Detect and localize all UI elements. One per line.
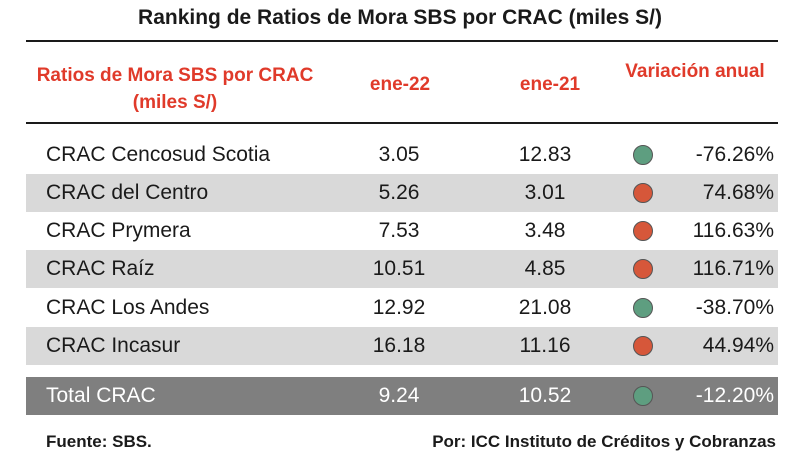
row-value-period-1: 3.05 (378, 143, 420, 166)
header-change: Variación anual (625, 61, 765, 82)
row-change: 116.71% (692, 257, 774, 280)
total-name: Total CRAC (46, 384, 156, 407)
row-value-period-1: 16.18 (372, 334, 426, 357)
row-value-period-1: 10.51 (372, 257, 426, 280)
source-note: Fuente: SBS. (46, 432, 152, 451)
row-change: 116.63% (692, 219, 774, 242)
status-indicator-icon (633, 386, 653, 406)
row-value-period-2: 3.01 (524, 181, 566, 204)
status-indicator-icon (633, 336, 653, 356)
total-row: Total CRAC 9.24 10.52 -12.20% (26, 377, 778, 415)
row-name: CRAC Raíz (46, 257, 155, 280)
header-period-1: ene-22 (369, 74, 431, 95)
row-name: CRAC Prymera (46, 219, 191, 242)
row-value-period-2: 4.85 (524, 257, 566, 280)
row-change: -38.70% (695, 296, 774, 319)
row-name: CRAC Los Andes (46, 296, 210, 319)
row-value-period-2: 3.48 (524, 219, 566, 242)
row-value-period-1: 5.26 (378, 181, 420, 204)
table-row: CRAC Incasur 16.18 11.16 44.94% (26, 327, 778, 365)
table-row: CRAC Los Andes 12.92 21.08 -38.70% (26, 289, 778, 327)
author-note: Por: ICC Instituto de Créditos y Cobranz… (432, 432, 776, 451)
row-name: CRAC Incasur (46, 334, 181, 357)
status-indicator-icon (633, 183, 653, 203)
table-title: Ranking de Ratios de Mora SBS por CRAC (… (138, 6, 662, 29)
status-indicator-icon (633, 259, 653, 279)
row-change: 44.94% (702, 334, 774, 357)
status-indicator-icon (633, 221, 653, 241)
total-value-period-1: 9.24 (378, 384, 420, 407)
status-indicator-icon (633, 145, 653, 165)
row-change: -76.26% (695, 143, 774, 166)
row-value-period-2: 11.16 (519, 334, 571, 357)
row-value-period-2: 21.08 (518, 296, 572, 319)
title-divider (26, 40, 778, 42)
total-change: -12.20% (695, 384, 774, 407)
header-divider (26, 122, 778, 124)
row-name: CRAC del Centro (46, 181, 209, 204)
row-value-period-1: 7.53 (378, 219, 420, 242)
status-indicator-icon (633, 298, 653, 318)
header-period-2: ene-21 (519, 74, 581, 95)
table-row: CRAC Raíz 10.51 4.85 116.71% (26, 250, 778, 288)
header-name: Ratios de Mora SBS por CRAC (miles S/) (36, 65, 314, 113)
row-name: CRAC Cencosud Scotia (46, 143, 271, 166)
table-row: CRAC del Centro 5.26 3.01 74.68% (26, 174, 778, 212)
table-row: CRAC Cencosud Scotia 3.05 12.83 -76.26% (26, 136, 778, 174)
row-value-period-2: 12.83 (518, 143, 572, 166)
total-value-period-2: 10.52 (518, 384, 572, 407)
row-value-period-1: 12.92 (372, 296, 426, 319)
table-row: CRAC Prymera 7.53 3.48 116.63% (26, 212, 778, 250)
row-change: 74.68% (702, 181, 774, 204)
